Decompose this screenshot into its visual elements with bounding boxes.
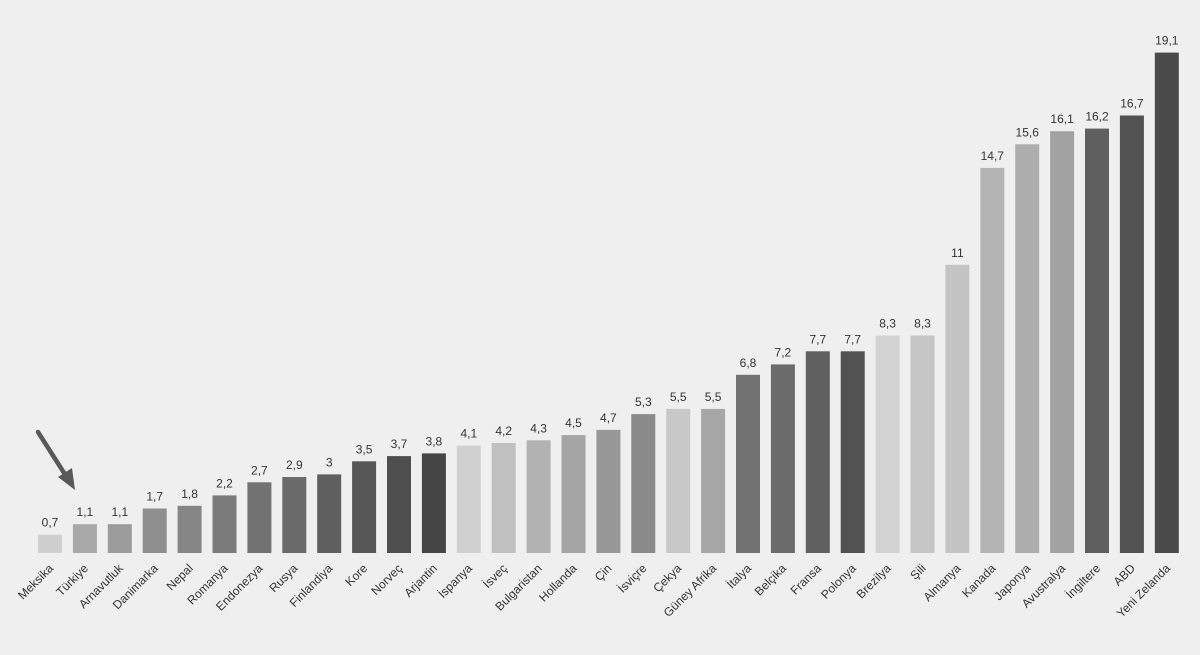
value-label-1: 1,1 [77,505,94,519]
bars-layer [38,52,1179,554]
category-label-25: Şili [907,561,928,582]
category-label-13: İsveç [480,561,510,591]
value-label-11: 3,8 [426,434,443,448]
category-label-21: Belçika [752,561,789,598]
value-label-3: 1,7 [146,490,163,504]
bar-12 [456,445,481,553]
value-label-21: 7,2 [775,345,792,359]
value-label-18: 5,5 [670,390,687,404]
highlight-arrow [35,429,75,490]
bar-24 [875,335,900,553]
bar-23 [840,351,865,553]
value-label-27: 14,7 [981,149,1005,163]
value-label-24: 8,3 [879,317,896,331]
value-label-0: 0,7 [42,516,59,530]
category-label-15: Hollanda [536,561,580,605]
bar-14 [526,440,551,553]
category-label-20: İtalya [724,561,754,591]
value-label-4: 1,8 [181,487,198,501]
bar-2 [107,524,132,553]
value-label-12: 4,1 [460,427,477,441]
value-label-14: 4,3 [530,421,547,435]
bar-6 [247,482,272,553]
bar-5 [212,495,237,553]
bar-25 [910,335,935,553]
category-label-9: Kore [342,561,370,589]
bar-16 [596,429,621,553]
bar-9 [352,461,377,553]
bar-13 [491,443,516,553]
bar-32 [1154,52,1179,553]
bar-4 [177,505,202,553]
value-label-30: 16,2 [1085,110,1109,124]
value-label-20: 6,8 [740,356,757,370]
bar-15 [561,435,586,553]
category-label-31: ABD [1111,561,1139,589]
value-label-32: 19,1 [1155,34,1179,48]
value-label-23: 7,7 [844,332,861,346]
value-label-31: 16,7 [1120,97,1144,111]
bar-18 [666,408,691,553]
bar-3 [142,508,167,553]
value-label-13: 4,2 [495,424,512,438]
value-labels-layer: 0,7 1,1 1,1 1,7 1,8 2,2 2,7 2,9 3 3,5 3,7 3,8 4,1 4,2… [42,34,1179,530]
bar-27 [980,167,1005,553]
value-label-15: 4,5 [565,416,582,430]
value-label-16: 4,7 [600,411,617,425]
value-label-25: 8,3 [914,317,931,331]
bar-20 [736,374,760,553]
bar-8 [317,474,342,553]
value-label-2: 1,1 [111,505,128,519]
bar-31 [1119,115,1144,553]
bar-11 [421,453,446,553]
bar-0 [38,534,62,553]
bar-30 [1085,128,1109,553]
category-label-11: Arjantin [401,561,440,600]
bar-17 [631,414,656,553]
category-label-4: Nepal [164,561,196,593]
category-label-17: İsviçre [615,561,650,596]
bar-7 [282,477,307,553]
category-label-26: Almanya [921,561,964,604]
bar-28 [1015,144,1040,554]
bar-26 [945,264,970,553]
value-label-6: 2,7 [251,463,268,477]
bar-21 [770,364,795,553]
value-label-5: 2,2 [216,476,233,490]
value-label-29: 16,1 [1050,112,1074,126]
category-label-12: İspanya [435,561,475,601]
bar-10 [387,456,411,553]
category-label-30: İngiltere [1063,561,1103,601]
category-label-24: Brezilya [854,561,894,601]
value-label-10: 3,7 [391,437,408,451]
bar-1 [72,524,97,553]
value-label-19: 5,5 [705,390,722,404]
category-label-16: Çin [592,561,615,584]
category-label-10: Norveç [368,561,405,598]
bar-29 [1050,131,1075,553]
value-label-9: 3,5 [356,442,373,456]
arrow-shaft [35,429,69,479]
bar-19 [701,408,726,553]
value-label-28: 15,6 [1016,125,1040,139]
category-label-0: Meksika [15,561,56,602]
arrow-head [58,468,75,490]
value-label-22: 7,7 [809,332,826,346]
value-label-17: 5,3 [635,395,652,409]
value-label-26: 11 [951,246,964,260]
value-label-7: 2,9 [286,458,303,472]
value-label-8: 3 [326,455,333,469]
category-label-23: Polonya [818,561,859,602]
bar-22 [805,351,830,553]
